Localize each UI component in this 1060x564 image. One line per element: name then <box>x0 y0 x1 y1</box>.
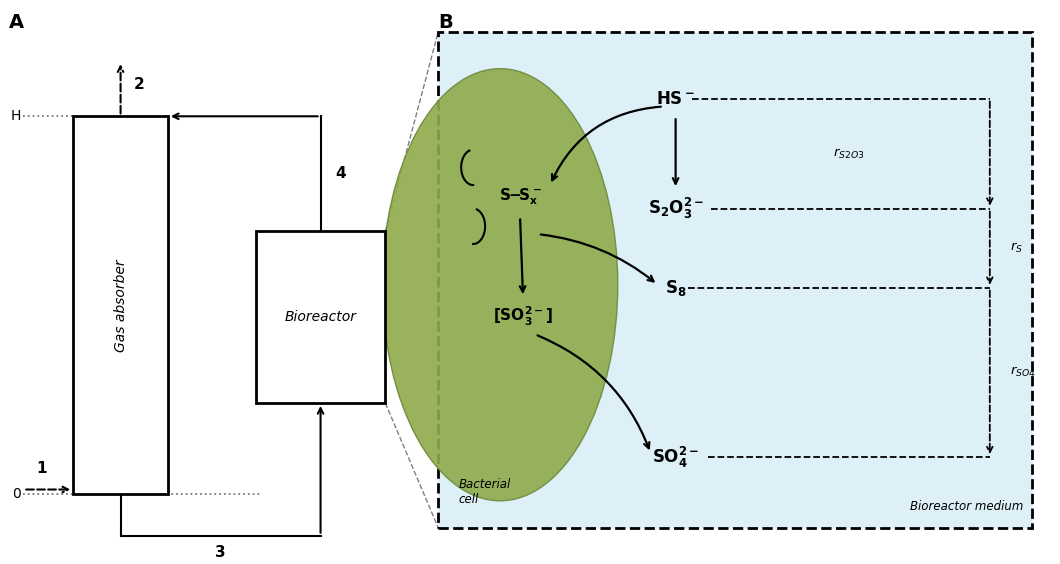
Text: $\mathbf{S\!\!-\!\!S_x^-}$: $\mathbf{S\!\!-\!\!S_x^-}$ <box>498 187 542 207</box>
Text: 1: 1 <box>36 461 47 476</box>
Ellipse shape <box>383 69 618 501</box>
Text: $\mathbf{S_8}$: $\mathbf{S_8}$ <box>665 277 687 298</box>
Bar <box>73 116 167 495</box>
Text: 4: 4 <box>336 166 347 181</box>
Text: A: A <box>10 13 24 32</box>
Text: 0: 0 <box>13 487 21 501</box>
Text: $r_{S2O3}$: $r_{S2O3}$ <box>833 147 865 161</box>
Bar <box>255 231 386 403</box>
Text: $\mathbf{SO_4^{2-}}$: $\mathbf{SO_4^{2-}}$ <box>652 444 700 470</box>
Text: B: B <box>438 13 453 32</box>
Text: Bioreactor: Bioreactor <box>284 310 356 324</box>
Text: Bioreactor medium: Bioreactor medium <box>911 500 1024 513</box>
Bar <box>438 32 1031 528</box>
Text: H: H <box>11 109 21 124</box>
Text: $r_{S}$: $r_{S}$ <box>1010 241 1023 255</box>
Text: Bacterial
cell: Bacterial cell <box>458 478 511 506</box>
Text: $\mathbf{S_2O_3^{2-}}$: $\mathbf{S_2O_3^{2-}}$ <box>648 196 704 221</box>
Text: Gas absorber: Gas absorber <box>113 259 127 352</box>
Text: $r_{SO4}$: $r_{SO4}$ <box>1010 365 1036 380</box>
Text: 3: 3 <box>215 545 226 561</box>
Text: $\mathbf{[SO_3^{2-}]}$: $\mathbf{[SO_3^{2-}]}$ <box>493 305 553 328</box>
Text: 2: 2 <box>134 77 144 92</box>
Text: $\mathbf{HS^-}$: $\mathbf{HS^-}$ <box>656 90 695 108</box>
